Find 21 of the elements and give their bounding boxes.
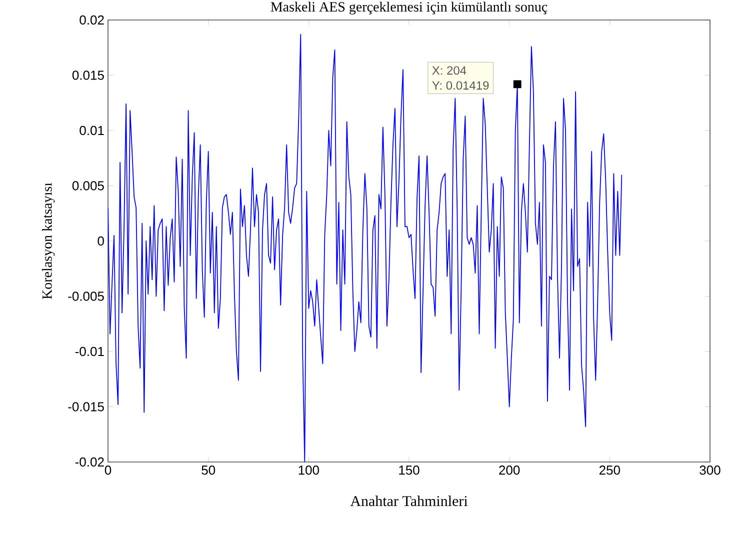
annotation: X: 204	[432, 66, 466, 75]
x-tick-label: 50	[202, 466, 216, 475]
x-tick-label: 200	[499, 466, 520, 475]
x-tick-label: 0	[104, 466, 112, 475]
y-tick-label: 0.01	[80, 126, 104, 136]
annotation: Y: 0.01419	[432, 81, 489, 90]
x-tick-label: 300	[700, 466, 720, 475]
y-tick-label: -0.005	[68, 292, 104, 301]
y-tick-label: -0.015	[68, 402, 104, 412]
y-tick-label: 0	[98, 236, 104, 246]
y-tick-label: -0.01	[75, 346, 104, 356]
x-axis-title: Anahtar Tahminleri	[350, 496, 468, 506]
y-tick-label: 0.015	[72, 70, 104, 80]
x-tick-label: 250	[599, 466, 620, 475]
y-tick-label: -0.02	[75, 457, 104, 467]
y-tick-label: 0.02	[80, 15, 104, 25]
chart-title: Maskeli AES gerçeklemesi için kümülantlı sonuç	[270, 2, 548, 14]
x-tick-label: 100	[298, 466, 320, 475]
y-axis-title: Korelasyon katsayısı	[42, 182, 55, 300]
y-tick-label: 0.005	[72, 181, 104, 190]
x-tick-label: 150	[399, 466, 420, 475]
